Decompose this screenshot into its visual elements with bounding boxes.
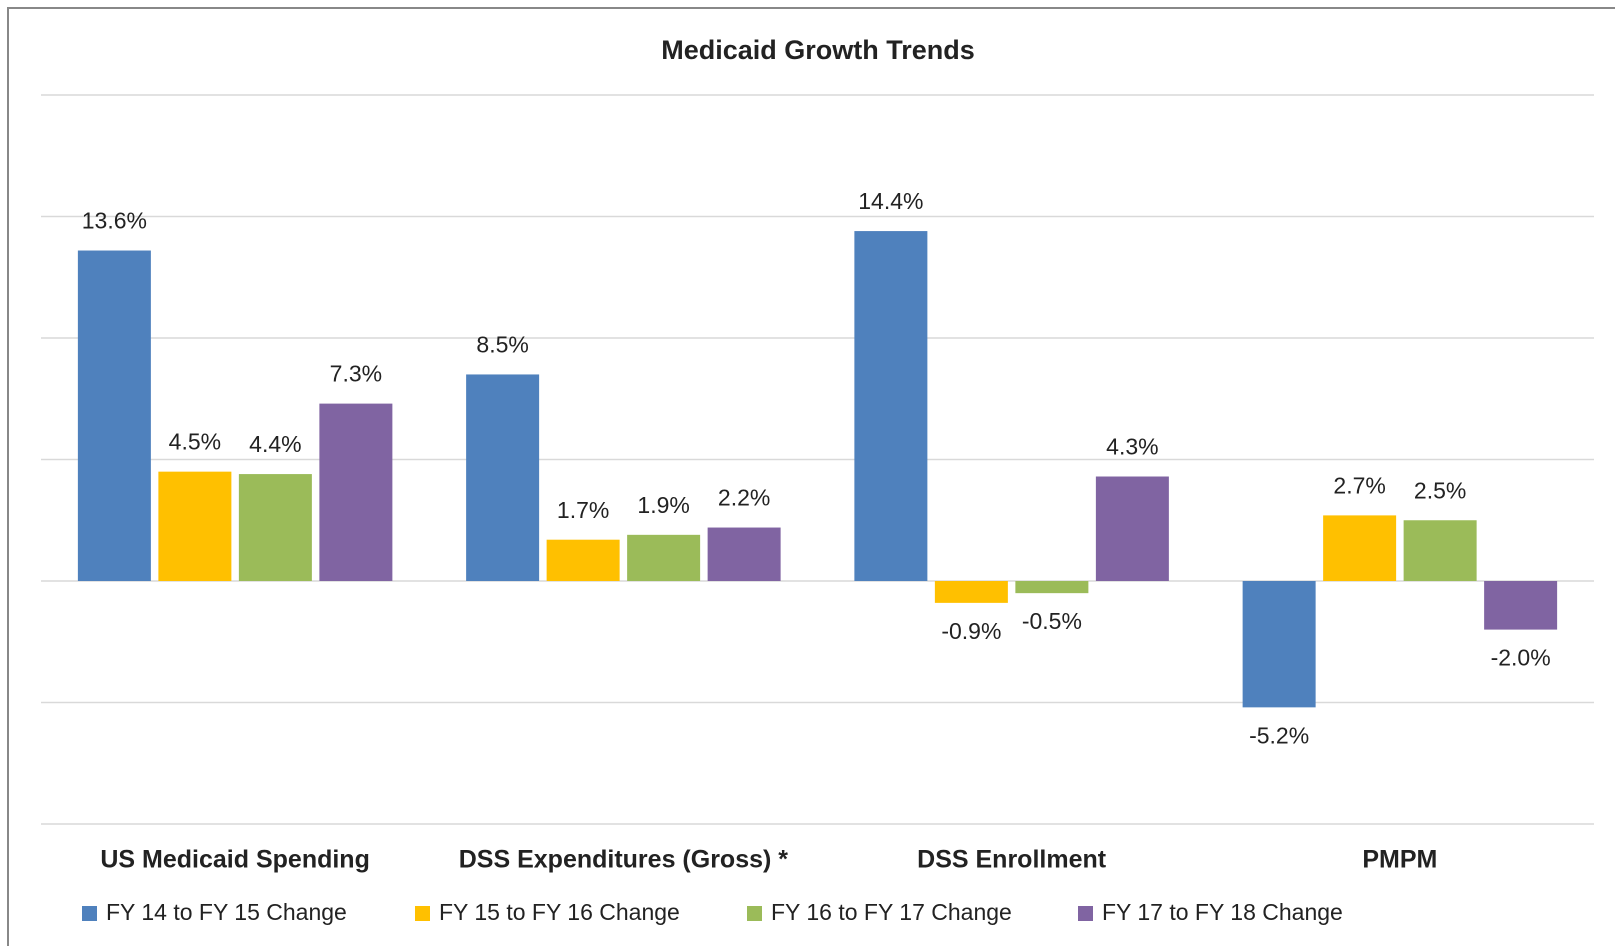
legend-swatch <box>415 906 430 921</box>
legend-swatch <box>82 906 97 921</box>
legend-label: FY 14 to FY 15 Change <box>106 899 347 925</box>
data-label: 1.7% <box>557 497 609 523</box>
data-label: 13.6% <box>82 208 147 234</box>
bar <box>1323 515 1397 581</box>
bar <box>707 527 781 581</box>
data-label: 1.9% <box>637 492 689 518</box>
data-label: 7.3% <box>330 361 382 387</box>
legend-label: FY 17 to FY 18 Change <box>1102 899 1343 925</box>
chart-title: Medicaid Growth Trends <box>661 35 975 65</box>
bar <box>1015 581 1089 594</box>
data-label: 4.5% <box>169 429 221 455</box>
bar <box>319 403 393 581</box>
data-label: -0.5% <box>1022 608 1082 634</box>
data-label: 14.4% <box>858 188 923 214</box>
bar <box>466 374 540 581</box>
bar <box>934 581 1008 603</box>
data-label: -0.9% <box>941 618 1001 644</box>
bar <box>854 231 928 581</box>
legend-swatch <box>747 906 762 921</box>
data-label: -5.2% <box>1249 722 1309 748</box>
bar <box>1242 581 1316 708</box>
data-label: 8.5% <box>476 332 528 358</box>
bar <box>1095 476 1169 581</box>
legend-label: FY 16 to FY 17 Change <box>771 899 1012 925</box>
data-label: 2.7% <box>1333 472 1385 498</box>
bar <box>158 471 232 581</box>
bar <box>238 474 312 581</box>
legend-swatch <box>1078 906 1093 921</box>
bar <box>1484 581 1558 630</box>
bar <box>627 534 701 581</box>
legend-label: FY 15 to FY 16 Change <box>439 899 680 925</box>
data-label: 2.2% <box>718 485 770 511</box>
data-label: -2.0% <box>1491 645 1551 671</box>
bar <box>1403 520 1477 581</box>
bar <box>77 250 151 581</box>
x-tick-label: DSS Enrollment <box>917 846 1107 874</box>
data-label: 4.3% <box>1106 434 1158 460</box>
data-label: 4.4% <box>249 431 301 457</box>
bar <box>546 539 620 581</box>
data-label: 2.5% <box>1414 477 1466 503</box>
x-tick-label: DSS Expenditures (Gross) * <box>459 846 789 874</box>
x-tick-label: PMPM <box>1362 846 1437 874</box>
x-tick-label: US Medicaid Spending <box>100 846 369 874</box>
